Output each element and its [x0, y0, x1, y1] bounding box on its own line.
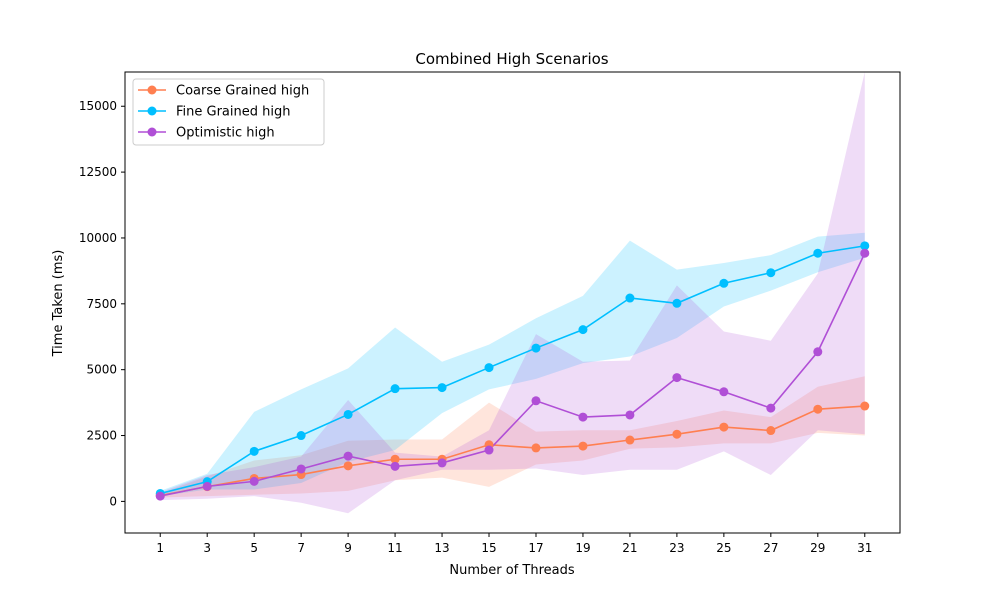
series-line-2 [160, 252, 866, 497]
data-point-2 [766, 403, 776, 413]
data-point-1 [296, 431, 306, 441]
data-point-1 [672, 298, 682, 308]
data-point-1 [484, 363, 494, 373]
data-point-2 [390, 461, 400, 471]
chart-title: Combined High Scenarios [415, 50, 608, 68]
data-point-2 [860, 248, 870, 258]
y-tick-label: 15000 [79, 99, 117, 113]
y-tick-label: 12500 [79, 165, 117, 179]
data-point-2 [813, 347, 823, 357]
data-point-2 [672, 373, 682, 383]
data-point-1 [719, 278, 729, 288]
data-point-2 [249, 476, 259, 486]
series-line-1 [160, 245, 865, 495]
data-point-1 [390, 384, 400, 394]
x-tick-label: 31 [857, 541, 872, 555]
y-tick-label: 7500 [86, 297, 117, 311]
data-point-0 [390, 454, 400, 464]
x-tick-label: 11 [387, 541, 402, 555]
x-tick-label: 23 [669, 541, 684, 555]
data-point-2 [202, 481, 212, 491]
data-point-2 [625, 410, 635, 420]
data-point-1 [625, 293, 635, 303]
data-point-0 [625, 435, 635, 445]
y-tick-label: 10000 [79, 231, 117, 245]
legend-label: Fine Grained high [176, 105, 290, 120]
data-point-0 [343, 461, 353, 471]
y-tick-label: 5000 [86, 363, 117, 377]
x-tick-label: 25 [716, 541, 731, 555]
data-point-2 [296, 464, 306, 474]
data-point-0 [860, 401, 870, 411]
x-tick-label: 27 [763, 541, 778, 555]
data-point-0 [578, 441, 588, 451]
data-point-2 [531, 396, 541, 406]
x-axis-label: Number of Threads [449, 563, 574, 578]
x-tick-label: 5 [250, 541, 258, 555]
data-point-2 [578, 412, 588, 422]
x-tick-label: 21 [622, 541, 637, 555]
data-point-0 [813, 404, 823, 414]
x-axis-ticks: 1 3 5 7 9 11 13 15 17 19 21 23 25 27 29 31 [156, 533, 872, 555]
confidence-band-2 [160, 72, 865, 514]
legend: Coarse Grained high Fine Grained high Opti… [132, 78, 325, 146]
series-lines [160, 245, 866, 497]
confidence-band-0 [160, 376, 865, 498]
data-point-0 [766, 426, 776, 436]
series-points [155, 241, 870, 501]
data-point-1 [437, 383, 447, 393]
x-tick-label: 7 [297, 541, 305, 555]
legend-label: Optimistic high [176, 126, 275, 141]
legend-box [132, 78, 325, 146]
x-tick-label: 29 [810, 541, 825, 555]
data-point-1 [531, 343, 541, 353]
data-point-0 [719, 422, 729, 432]
x-tick-label: 13 [434, 541, 449, 555]
data-point-1 [578, 325, 588, 335]
data-point-2 [437, 458, 447, 468]
y-axis-label: Time Taken (ms) [51, 250, 66, 358]
data-point-1 [860, 241, 870, 251]
data-point-2 [719, 387, 729, 397]
y-tick-label: 2500 [86, 429, 117, 443]
data-point-2 [484, 445, 494, 455]
data-point-1 [343, 409, 353, 419]
data-point-0 [672, 429, 682, 439]
x-tick-label: 17 [528, 541, 543, 555]
legend-marker [147, 106, 157, 116]
legend-label: Coarse Grained high [176, 84, 309, 99]
y-tick-label: 0 [109, 494, 117, 508]
data-point-1 [249, 446, 259, 456]
plot-frame [124, 71, 901, 534]
legend-marker [147, 85, 157, 95]
x-tick-label: 9 [344, 541, 352, 555]
x-tick-label: 3 [203, 541, 211, 555]
x-tick-label: 15 [481, 541, 496, 555]
x-tick-label: 19 [575, 541, 590, 555]
data-point-2 [155, 491, 165, 501]
data-point-1 [766, 268, 776, 278]
x-tick-label: 1 [156, 541, 164, 555]
data-point-2 [343, 451, 353, 461]
data-point-1 [813, 248, 823, 258]
series-line-0 [160, 405, 865, 497]
legend-marker [147, 127, 157, 137]
y-axis-ticks: 0 2500 5000 7500 10000 12500 15000 [79, 99, 125, 508]
data-point-0 [531, 443, 541, 453]
